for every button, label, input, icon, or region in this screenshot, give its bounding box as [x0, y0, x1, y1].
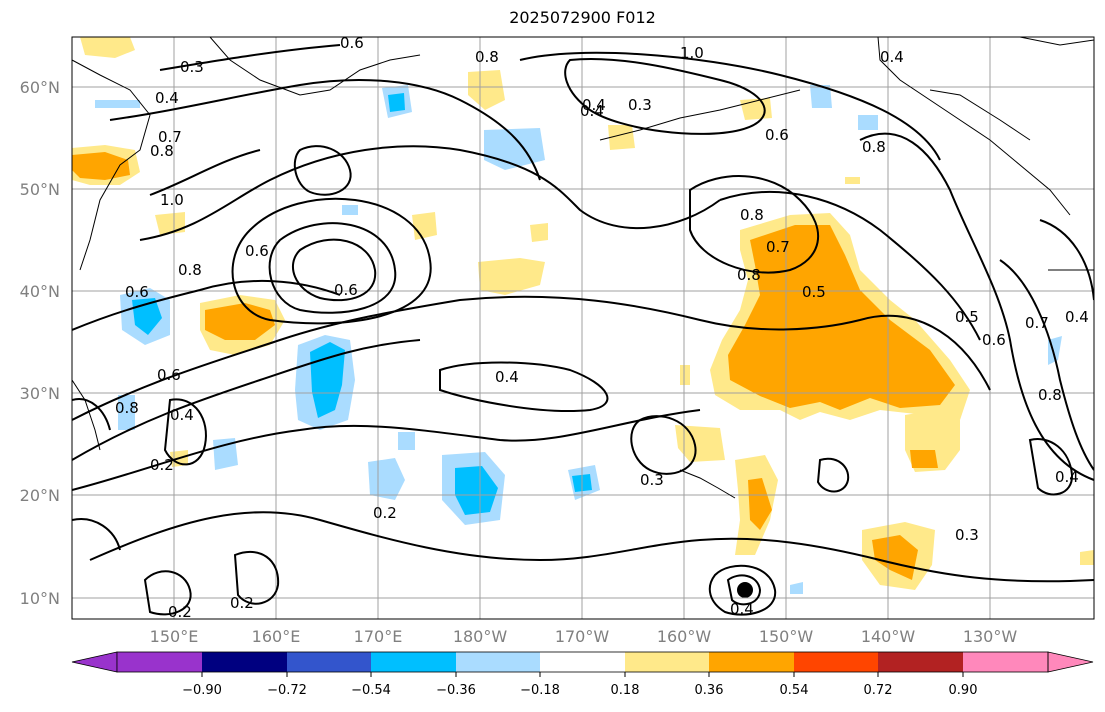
lon-label: 170°E: [354, 627, 403, 646]
contour-label: 0.4: [170, 406, 194, 424]
contour-label: 0.6: [157, 366, 181, 384]
contour-label: 0.2: [150, 456, 174, 474]
contour-label: 0.3: [640, 471, 664, 489]
lat-label: 50°N: [20, 180, 60, 199]
contour-label: 0.4: [730, 600, 754, 618]
contour-label: 0.8: [862, 138, 886, 156]
colorbar-tick-label: −0.90: [182, 683, 222, 698]
contour-label: 0.7: [1025, 314, 1049, 332]
colorbar-tick-label: 0.18: [611, 683, 640, 698]
contour-label: 0.6: [340, 34, 364, 52]
contour-label: 1.0: [160, 191, 184, 209]
contour-label: 0.4: [580, 102, 604, 120]
coastlines: [72, 37, 1094, 499]
contour-label: 0.2: [230, 594, 254, 612]
contour-label: 0.4: [582, 96, 606, 114]
colorbar-segment: [371, 652, 456, 672]
colorbar-tick-label: −0.54: [351, 683, 391, 698]
colorbar-segment: [287, 652, 371, 672]
colorbar-tick-label: −0.18: [520, 683, 560, 698]
contour-label: 0.5: [802, 283, 826, 301]
colorbar-segment: [878, 652, 963, 672]
contour-label: 0.4: [495, 368, 519, 386]
contour-label: 0.6: [765, 126, 789, 144]
colorbar-segment: [794, 652, 878, 672]
contour-label: 0.4: [155, 89, 179, 107]
colorbar-segment: [540, 652, 625, 672]
colorbar-tick-label: 0.72: [864, 683, 893, 698]
contour-label: 0.3: [955, 526, 979, 544]
lat-label: 60°N: [20, 78, 60, 97]
colorbar: −0.90 −0.72 −0.54 −0.36 −0.18 0.18 0.36 …: [71, 651, 1094, 698]
contour-label: 0.8: [1038, 386, 1062, 404]
contour-label: 0.6: [245, 242, 269, 260]
map-frame: [71, 36, 1095, 620]
lat-label: 10°N: [20, 589, 60, 608]
contour-labels: 0.3 0.4 0.7 0.8 1.0 0.6 0.8 0.4 0.3 0.4 …: [115, 34, 1089, 621]
colorbar-tick-label: −0.36: [436, 683, 476, 698]
colorbar-segment: [625, 652, 709, 672]
contour-label: 0.3: [180, 58, 204, 76]
contour-label: 0.5: [955, 308, 979, 326]
contour-label: 0.4: [1055, 468, 1079, 486]
colorbar-outline: [116, 651, 1049, 673]
lon-label: 150°W: [759, 627, 814, 646]
colorbar-extend-high: [1047, 651, 1094, 673]
colorbar-tick-label: 0.36: [695, 683, 724, 698]
contour-label: 0.3: [628, 96, 652, 114]
lon-label: 130°W: [963, 627, 1018, 646]
colorbar-tick-label: −0.72: [267, 683, 307, 698]
colorbar-segment: [117, 652, 202, 672]
colorbar-segment: [963, 652, 1048, 672]
map-title: 2025072900 F012: [509, 8, 656, 27]
contour-label: 0.4: [880, 48, 904, 66]
longitude-labels: 150°E 160°E 170°E 180°W 170°W 160°W 150°…: [150, 627, 1018, 646]
contour-label: 0.6: [334, 281, 358, 299]
lat-label: 40°N: [20, 282, 60, 301]
contour-label: 0.7: [766, 238, 790, 256]
contour-label: 0.2: [373, 504, 397, 522]
contour-label: 0.8: [150, 142, 174, 160]
colorbar-tick-label: 0.90: [949, 683, 978, 698]
lon-label: 140°W: [861, 627, 916, 646]
lat-label: 20°N: [20, 486, 60, 505]
contour-lines: [72, 44, 1094, 616]
lat-label: 30°N: [20, 384, 60, 403]
contour-label: 0.8: [178, 261, 202, 279]
contour-label: 0.6: [125, 283, 149, 301]
latitude-labels: 60°N 50°N 40°N 30°N 20°N 10°N: [20, 78, 60, 608]
contour-label: 0.8: [115, 399, 139, 417]
lon-label: 150°E: [150, 627, 199, 646]
contour-label: 0.8: [475, 48, 499, 66]
contour-label: 0.2: [168, 603, 192, 621]
colorbar-segment: [456, 652, 540, 672]
colorbar-extend-low: [71, 651, 118, 673]
contour-label: 0.8: [740, 206, 764, 224]
contour-label: 0.7: [158, 128, 182, 146]
local-maximum-marker: [737, 582, 753, 598]
contour-label: 0.8: [737, 266, 761, 284]
contour-label: 0.4: [1065, 308, 1089, 326]
colorbar-segment: [202, 652, 287, 672]
graticule: [72, 37, 1094, 619]
lon-label: 160°W: [657, 627, 712, 646]
contour-label: 1.0: [680, 44, 704, 62]
lon-label: 170°W: [555, 627, 610, 646]
lon-label: 180°W: [453, 627, 508, 646]
colorbar-tick-label: 0.54: [780, 683, 809, 698]
colorbar-segment: [709, 652, 794, 672]
lon-label: 160°E: [252, 627, 301, 646]
contour-label: 0.6: [982, 331, 1006, 349]
